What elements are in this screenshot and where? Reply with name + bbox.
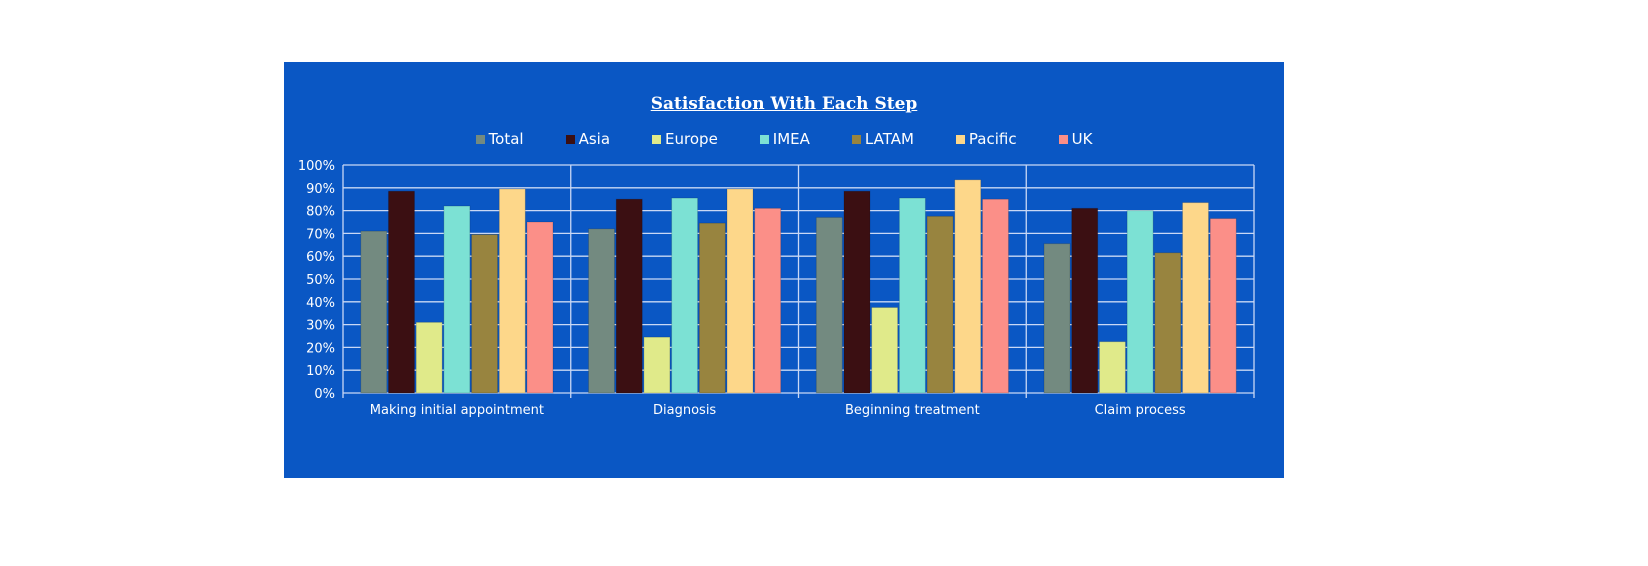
legend-label: Pacific: [968, 130, 1017, 148]
y-tick-label: 90%: [306, 182, 335, 197]
legend-label: IMEA: [772, 130, 810, 148]
bar-pacific: [498, 188, 526, 394]
y-tick-label: 0%: [314, 387, 335, 402]
bar-pacific: [726, 188, 754, 394]
bar-latam: [471, 234, 499, 394]
legend-label: Europe: [665, 130, 718, 148]
legend-item: UK: [1058, 130, 1093, 148]
legend-swatch: [652, 134, 662, 144]
legend-label: UK: [1071, 130, 1093, 148]
x-tick-label: Diagnosis: [653, 403, 716, 418]
bar-europe: [415, 321, 443, 394]
bar-uk: [1209, 218, 1237, 394]
bar-latam: [926, 215, 954, 394]
bar-europe: [1098, 341, 1126, 394]
y-tick-label: 40%: [306, 296, 335, 311]
y-tick-label: 60%: [306, 250, 335, 265]
bar-total: [360, 230, 388, 394]
legend-swatch: [475, 134, 485, 144]
legend-label: LATAM: [864, 130, 914, 148]
x-tick-label: Beginning treatment: [845, 403, 980, 418]
y-tick-label: 50%: [306, 273, 335, 288]
bar-pacific: [1182, 202, 1210, 394]
legend-item: Total: [475, 130, 524, 148]
y-tick-label: 30%: [306, 319, 335, 334]
y-tick-label: 10%: [306, 364, 335, 379]
bar-uk: [981, 198, 1009, 394]
legend-item: Asia: [565, 130, 611, 148]
bar-asia: [843, 190, 871, 394]
bar-asia: [1071, 207, 1099, 394]
y-tick-label: 100%: [298, 159, 335, 174]
legend-item: IMEA: [759, 130, 810, 148]
bar-europe: [871, 307, 899, 394]
bar-asia: [387, 190, 415, 394]
y-tick-label: 80%: [306, 205, 335, 220]
legend-label: Total: [488, 130, 524, 148]
bar-pacific: [954, 179, 982, 394]
y-tick-label: 20%: [306, 341, 335, 356]
legend-swatch: [565, 134, 575, 144]
legend-item: Europe: [652, 130, 718, 148]
bar-asia: [615, 198, 643, 394]
legend-swatch: [1058, 134, 1068, 144]
bar-europe: [643, 336, 671, 394]
bar-latam: [1154, 252, 1182, 394]
chart-panel: Satisfaction With Each Step Total Asia Eur…: [284, 62, 1284, 478]
legend-swatch: [955, 134, 965, 144]
bar-total: [588, 228, 616, 394]
y-tick-label: 70%: [306, 227, 335, 242]
legend: Total Asia Europe IMEA LATAM Pacific UK: [284, 130, 1284, 148]
chart-title: Satisfaction With Each Step: [650, 94, 918, 114]
legend-item: LATAM: [851, 130, 914, 148]
bar-total: [815, 216, 843, 394]
bar-imea: [443, 205, 471, 394]
bar-uk: [526, 221, 554, 394]
bar-imea: [898, 197, 926, 394]
bar-uk: [754, 207, 782, 394]
bar-total: [1043, 243, 1071, 394]
bar-imea: [1126, 210, 1154, 394]
legend-swatch: [759, 134, 769, 144]
x-tick-label: Making initial appointment: [370, 403, 544, 418]
bar-imea: [671, 197, 699, 394]
legend-label: Asia: [578, 130, 611, 148]
legend-item: Pacific: [955, 130, 1017, 148]
bar-chart: 0% 10% 20% 30% 40% 50% 60% 70% 80% 90% 100% Making …: [298, 159, 1255, 418]
legend-swatch: [851, 134, 861, 144]
bar-latam: [698, 222, 726, 394]
x-tick-label: Claim process: [1095, 403, 1186, 418]
